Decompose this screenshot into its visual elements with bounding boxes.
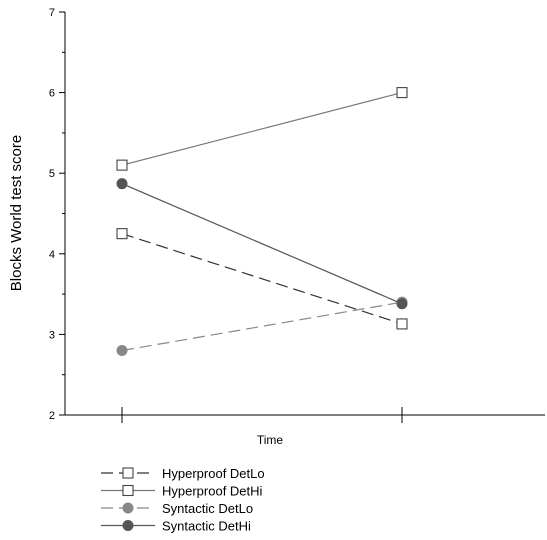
- x-ticks: [121, 407, 403, 423]
- data-point: [396, 87, 408, 99]
- data-point: [396, 298, 408, 310]
- legend-label: Hyperproof DetLo: [162, 466, 265, 481]
- series-line: [121, 233, 403, 325]
- data-point: [396, 318, 408, 330]
- y-tick-label: 4: [49, 249, 55, 261]
- series-line: [121, 92, 403, 166]
- series-hyperproof-detlo: [116, 228, 408, 330]
- y-tick-label: 6: [49, 88, 55, 100]
- y-ticks: 2 3 4 5 6 7: [49, 7, 65, 422]
- legend-item: Syntactic DetHi: [101, 519, 251, 534]
- series-line: [121, 301, 403, 352]
- series-syntactic-dethi: [116, 178, 408, 310]
- data-point: [116, 228, 128, 240]
- y-tick-label: 7: [49, 7, 55, 19]
- data-point: [116, 159, 128, 171]
- legend-item: Hyperproof DetLo: [101, 466, 265, 481]
- legend-label: Syntactic DetLo: [162, 501, 253, 516]
- series-line: [121, 183, 403, 305]
- y-tick-label: 3: [49, 329, 55, 341]
- y-axis-title: Blocks World test score: [8, 135, 25, 291]
- legend-marker: [122, 520, 134, 531]
- legend-marker: [122, 484, 134, 497]
- data-point: [116, 345, 128, 357]
- legend-marker: [122, 502, 134, 514]
- legend: Hyperproof DetLo Hyperproof DetHi Syntacti…: [101, 466, 265, 534]
- series-layer: [116, 87, 408, 357]
- legend-item: Syntactic DetLo: [101, 501, 253, 516]
- y-tick-label: 2: [49, 410, 55, 422]
- series-syntactic-detlo: [116, 296, 408, 357]
- axes: [64, 12, 545, 416]
- data-point: [116, 178, 128, 190]
- legend-label: Syntactic DetHi: [162, 519, 251, 534]
- series-hyperproof-dethi: [116, 87, 408, 171]
- legend-label: Hyperproof DetHi: [162, 484, 263, 499]
- legend-marker: [122, 467, 134, 479]
- y-tick-label: 5: [49, 168, 55, 180]
- x-axis-title: Time: [257, 433, 284, 447]
- legend-item: Hyperproof DetHi: [101, 484, 263, 499]
